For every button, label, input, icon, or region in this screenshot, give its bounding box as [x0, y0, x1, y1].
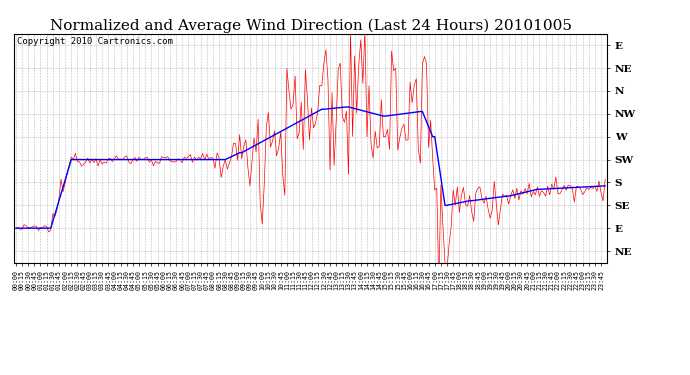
Text: Copyright 2010 Cartronics.com: Copyright 2010 Cartronics.com: [17, 37, 172, 46]
Title: Normalized and Average Wind Direction (Last 24 Hours) 20101005: Normalized and Average Wind Direction (L…: [50, 18, 571, 33]
